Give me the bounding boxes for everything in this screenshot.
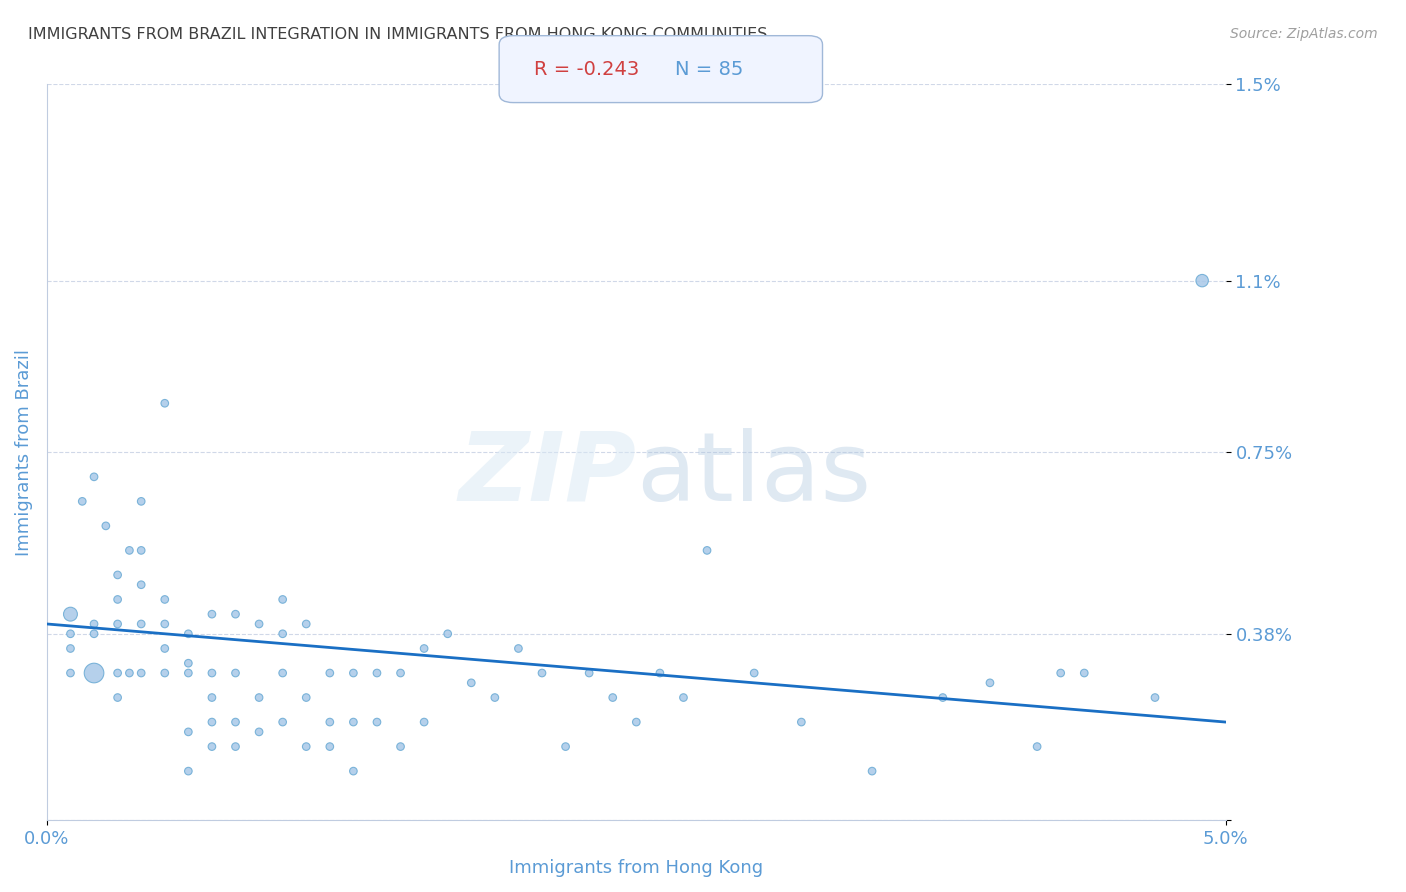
Point bbox=[554, 739, 576, 754]
Point bbox=[578, 666, 600, 681]
Point bbox=[1026, 739, 1049, 754]
Point bbox=[436, 627, 458, 641]
Point bbox=[107, 666, 129, 681]
Point bbox=[247, 724, 270, 739]
Point bbox=[602, 690, 624, 705]
Point bbox=[153, 396, 176, 410]
Point bbox=[648, 666, 671, 681]
Point bbox=[177, 657, 200, 671]
Point bbox=[530, 666, 553, 681]
Point bbox=[72, 494, 94, 508]
Point bbox=[129, 494, 152, 508]
Point bbox=[295, 739, 318, 754]
Point bbox=[979, 676, 1001, 690]
Point bbox=[118, 666, 141, 681]
Point bbox=[153, 592, 176, 607]
Point bbox=[153, 617, 176, 632]
Point bbox=[1049, 666, 1071, 681]
Point bbox=[59, 666, 82, 681]
Point bbox=[626, 714, 648, 729]
Point bbox=[201, 739, 224, 754]
Point bbox=[484, 690, 506, 705]
Point bbox=[295, 690, 318, 705]
Point bbox=[319, 714, 342, 729]
Point bbox=[129, 666, 152, 681]
Point bbox=[342, 666, 364, 681]
Point bbox=[177, 666, 200, 681]
Point bbox=[224, 607, 246, 622]
Point bbox=[460, 676, 482, 690]
Point bbox=[319, 666, 342, 681]
Point bbox=[389, 739, 412, 754]
Point bbox=[94, 519, 117, 533]
Point bbox=[271, 666, 294, 681]
Point bbox=[59, 641, 82, 656]
Point bbox=[342, 714, 364, 729]
Point bbox=[153, 666, 176, 681]
Point bbox=[1073, 666, 1095, 681]
Point bbox=[742, 666, 765, 681]
Point bbox=[224, 739, 246, 754]
Point bbox=[389, 666, 412, 681]
Point bbox=[271, 627, 294, 641]
Point bbox=[129, 543, 152, 558]
Point bbox=[860, 764, 883, 778]
Point bbox=[107, 592, 129, 607]
Point bbox=[1143, 690, 1166, 705]
Text: R = -0.243: R = -0.243 bbox=[534, 60, 640, 79]
Point bbox=[271, 592, 294, 607]
Point bbox=[129, 578, 152, 592]
Point bbox=[107, 568, 129, 582]
Point bbox=[696, 543, 718, 558]
Point bbox=[342, 764, 364, 778]
Point bbox=[107, 690, 129, 705]
Point bbox=[83, 617, 105, 632]
Point bbox=[366, 666, 388, 681]
Point bbox=[295, 617, 318, 632]
Point bbox=[201, 714, 224, 729]
Point bbox=[59, 607, 82, 622]
Point bbox=[932, 690, 955, 705]
Point bbox=[201, 666, 224, 681]
Point bbox=[83, 470, 105, 484]
Point bbox=[790, 714, 813, 729]
X-axis label: Immigrants from Hong Kong: Immigrants from Hong Kong bbox=[509, 859, 763, 877]
Point bbox=[107, 617, 129, 632]
Point bbox=[224, 714, 246, 729]
Point bbox=[177, 764, 200, 778]
Point bbox=[413, 641, 436, 656]
Point bbox=[83, 627, 105, 641]
Point bbox=[247, 617, 270, 632]
Point bbox=[224, 666, 246, 681]
Point bbox=[201, 690, 224, 705]
Point bbox=[1191, 274, 1213, 288]
Point bbox=[59, 627, 82, 641]
Point bbox=[319, 739, 342, 754]
Point bbox=[129, 617, 152, 632]
Point bbox=[672, 690, 695, 705]
Text: ZIP: ZIP bbox=[458, 428, 637, 521]
Point bbox=[247, 690, 270, 705]
Text: Source: ZipAtlas.com: Source: ZipAtlas.com bbox=[1230, 27, 1378, 41]
Point bbox=[118, 543, 141, 558]
Point bbox=[83, 666, 105, 681]
Point bbox=[508, 641, 530, 656]
Point bbox=[413, 714, 436, 729]
Point bbox=[201, 607, 224, 622]
Text: atlas: atlas bbox=[637, 428, 872, 521]
Point bbox=[153, 641, 176, 656]
Point bbox=[177, 627, 200, 641]
Point bbox=[366, 714, 388, 729]
Point bbox=[177, 724, 200, 739]
Text: N = 85: N = 85 bbox=[675, 60, 744, 79]
Point bbox=[271, 714, 294, 729]
Text: IMMIGRANTS FROM BRAZIL INTEGRATION IN IMMIGRANTS FROM HONG KONG COMMUNITIES: IMMIGRANTS FROM BRAZIL INTEGRATION IN IM… bbox=[28, 27, 768, 42]
Y-axis label: Immigrants from Brazil: Immigrants from Brazil bbox=[15, 349, 32, 556]
